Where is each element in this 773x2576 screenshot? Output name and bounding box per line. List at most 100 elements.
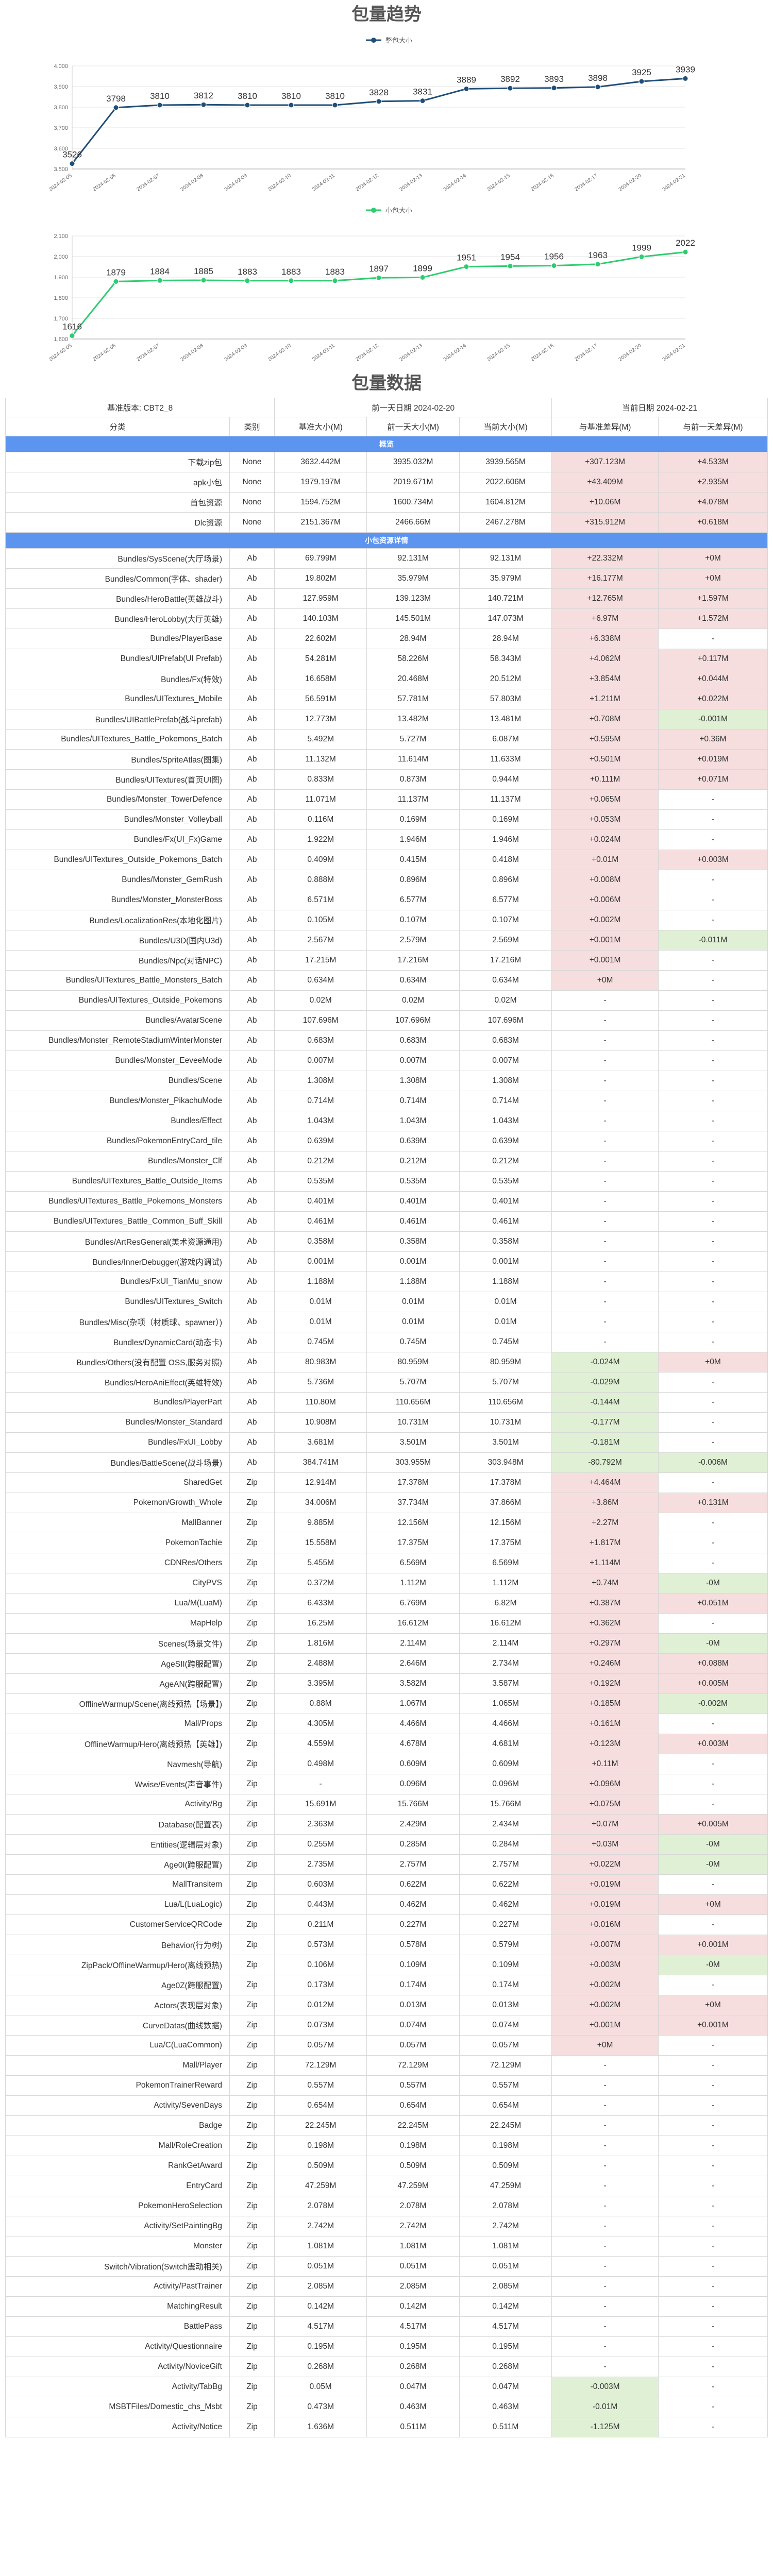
baseline-size-cell: 0.888M: [274, 870, 367, 890]
table-row: Bundles/UITextures_Battle_Monsters_Batch…: [5, 970, 768, 991]
type-cell: Ab: [229, 729, 275, 750]
diff-baseline-cell: +22.332M: [551, 548, 659, 569]
x-tick-label: 2024-02-11: [311, 173, 336, 192]
current-size-cell: 1.112M: [459, 1573, 552, 1594]
current-size-cell: 147.073M: [459, 608, 552, 629]
previous-size-cell: 0.074M: [366, 2015, 460, 2036]
baseline-size-cell: 15.558M: [274, 1533, 367, 1553]
type-cell: Zip: [229, 1673, 275, 1694]
previous-size-cell: 37.734M: [366, 1493, 460, 1513]
previous-size-cell: 0.096M: [366, 1774, 460, 1794]
diff-baseline-cell: +1.211M: [551, 689, 659, 709]
current-size-cell: 35.979M: [459, 568, 552, 589]
data-point: [682, 75, 688, 81]
diff-previous-cell: -0.002M: [658, 1693, 768, 1714]
resource-name-cell: Age0I(跨服配置): [5, 1854, 230, 1875]
data-point: [200, 277, 207, 283]
previous-size-cell: 0.557M: [366, 2075, 460, 2096]
type-cell: Ab: [229, 1332, 275, 1352]
diff-previous-cell: -: [658, 2035, 768, 2056]
x-tick-label: 2024-02-05: [48, 343, 74, 363]
type-cell: Zip: [229, 1794, 275, 1815]
type-cell: Ab: [229, 850, 275, 870]
baseline-size-cell: 0.443M: [274, 1894, 367, 1915]
diff-baseline-cell: +10.06M: [551, 492, 659, 513]
table-row: Bundles/Misc(杂项（材质球、spawner）) Ab 0.01M 0.01…: [5, 1312, 768, 1332]
diff-baseline-cell: -: [551, 2136, 659, 2156]
table-row: Lua/M(LuaM) Zip 6.433M 6.769M 6.82M +0.387M +0…: [5, 1593, 768, 1614]
current-size-cell: 37.866M: [459, 1493, 552, 1513]
previous-size-cell: 0.415M: [366, 850, 460, 870]
table-row: MSBTFiles/Domestic_chs_Msbt Zip 0.473M 0.46…: [5, 2397, 768, 2417]
previous-size-cell: 0.109M: [366, 1955, 460, 1975]
diff-previous-cell: -: [658, 2236, 768, 2257]
data-point: [682, 249, 688, 255]
diff-previous-cell: +0M: [658, 568, 768, 589]
data-label: 3798: [106, 94, 126, 104]
table-row: MallTransitem Zip 0.603M 0.622M 0.622M +0.019…: [5, 1874, 768, 1895]
previous-size-cell: 6.577M: [366, 890, 460, 910]
trend-title: 包量趋势: [351, 5, 422, 24]
data-point: [113, 105, 119, 111]
x-tick-label: 2024-02-14: [443, 173, 468, 193]
baseline-size-cell: 19.802M: [274, 568, 367, 589]
diff-baseline-cell: -: [551, 1191, 659, 1212]
resource-name-cell: Bundles/DynamicCard(动态卡): [5, 1332, 230, 1352]
table-row: Bundles/UITextures(首页UI图) Ab 0.833M 0.873M 0…: [5, 769, 768, 790]
table-row: EntryCard Zip 47.259M 47.259M 47.259M - -: [5, 2176, 768, 2196]
baseline-version-cell: 基准版本: CBT2_8: [5, 398, 275, 417]
type-cell: Ab: [229, 1412, 275, 1433]
resource-name-cell: Bundles/Monster_PikachuMode: [5, 1091, 230, 1111]
data-point: [332, 102, 338, 108]
diff-baseline-cell: -0.024M: [551, 1352, 659, 1372]
diff-baseline-cell: +0.708M: [551, 709, 659, 730]
table-row: Wwise/Events(声音事件) Zip -0.096M 0.096M +0.096…: [5, 1774, 768, 1794]
previous-size-cell: 0.634M: [366, 970, 460, 991]
previous-size-cell: 72.129M: [366, 2055, 460, 2076]
type-cell: Ab: [229, 930, 275, 951]
baseline-size-cell: 384.741M: [274, 1452, 367, 1473]
type-cell: Ab: [229, 870, 275, 890]
baseline-size-cell: 0.142M: [274, 2296, 367, 2317]
data-label: 1885: [194, 266, 213, 276]
table-row: CustomerServiceQRCode Zip 0.211M 0.227M 0.22…: [5, 1914, 768, 1935]
data-label: 3892: [500, 74, 520, 84]
baseline-size-cell: 127.959M: [274, 588, 367, 609]
resource-name-cell: Badge: [5, 2115, 230, 2136]
table-row: CDNRes/Others Zip 5.455M 6.569M 6.569M +1.114…: [5, 1553, 768, 1573]
type-cell: Ab: [229, 548, 275, 569]
diff-baseline-cell: +0.11M: [551, 1754, 659, 1774]
table-row: Bundles/InnerDebugger(游戏内调试) Ab 0.001M 0.00…: [5, 1251, 768, 1272]
diff-baseline-cell: -: [551, 2095, 659, 2116]
chart-apk-size: 小包大小 1,600 1,700 1,800 1,900 2,000 2,100 2024-0…: [0, 195, 773, 367]
resource-name-cell: Bundles/AvatarScene: [5, 1010, 230, 1031]
previous-size-cell: 0.285M: [366, 1834, 460, 1855]
current-size-cell: 2.734M: [459, 1653, 552, 1674]
resource-name-cell: Pokemon/Growth_Whole: [5, 1493, 230, 1513]
data-point: [69, 161, 75, 167]
type-cell: Ab: [229, 910, 275, 930]
data-point: [638, 253, 645, 260]
baseline-size-cell: 0.255M: [274, 1834, 367, 1855]
previous-size-cell: 303.955M: [366, 1452, 460, 1473]
diff-baseline-cell: +3.854M: [551, 669, 659, 689]
previous-size-cell: 0.142M: [366, 2296, 460, 2317]
previous-size-cell: 0.511M: [366, 2417, 460, 2437]
previous-size-cell: 17.378M: [366, 1472, 460, 1493]
current-size-cell: 0.02M: [459, 990, 552, 1011]
current-size-cell: 2.434M: [459, 1814, 552, 1835]
diff-baseline-cell: -0.177M: [551, 1412, 659, 1433]
baseline-size-cell: 0.173M: [274, 1975, 367, 1995]
baseline-size-cell: 0.001M: [274, 1251, 367, 1272]
y-tick-label: 2,100: [54, 233, 68, 240]
diff-baseline-cell: +0.07M: [551, 1814, 659, 1835]
data-point: [288, 278, 294, 284]
data-label: 3893: [544, 74, 564, 84]
current-size-cell: 3.501M: [459, 1432, 552, 1453]
column-header: 当前大小(M): [459, 417, 552, 436]
previous-size-cell: 17.375M: [366, 1533, 460, 1553]
x-tick-label: 2024-02-16: [530, 173, 556, 193]
baseline-size-cell: 1594.752M: [274, 492, 367, 513]
current-size-cell: 0.358M: [459, 1231, 552, 1252]
diff-previous-cell: -: [658, 2055, 768, 2076]
